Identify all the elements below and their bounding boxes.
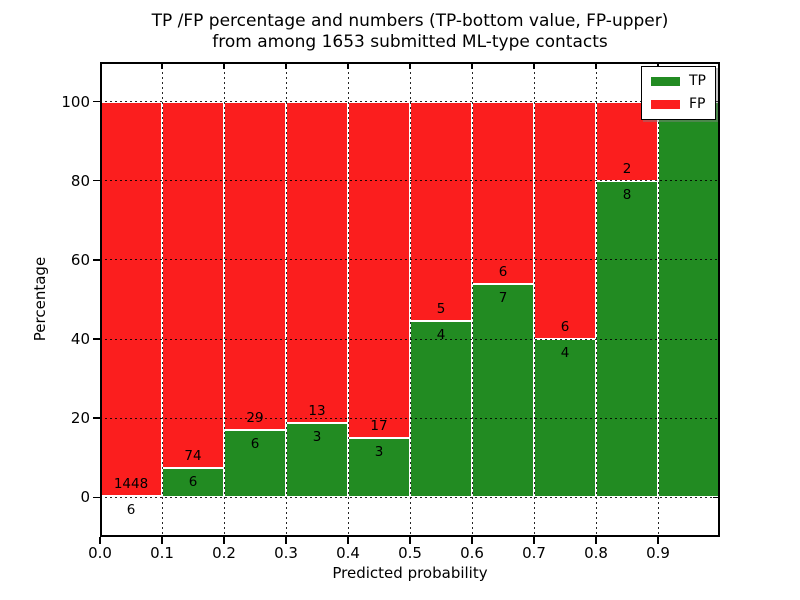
tp-count-label: 4 (560, 345, 570, 362)
y-tick (93, 338, 100, 340)
x-tick (533, 537, 535, 544)
x-tick (99, 537, 101, 544)
legend-label-tp: TP (689, 73, 706, 89)
fp-count-label: 29 (246, 409, 264, 426)
fp-count-label: 5 (436, 301, 446, 318)
x-tick-label: 0.5 (398, 544, 422, 562)
tp-count-label: 7 (498, 290, 508, 307)
tp-count-label: 4 (436, 327, 446, 344)
x-tick (471, 537, 473, 544)
x-tick-label: 0.8 (584, 544, 608, 562)
x-tick-label: 0.0 (88, 544, 112, 562)
gridline-vertical (161, 62, 163, 537)
fp-count-label: 17 (370, 418, 388, 435)
y-axis-label: Percentage (31, 256, 49, 342)
x-tick (347, 537, 349, 544)
x-tick-label: 0.6 (460, 544, 484, 562)
gridline-horizontal (100, 496, 720, 498)
bar-tp-segment (410, 321, 472, 498)
y-tick (93, 179, 100, 182)
x-tick-label: 0.9 (646, 544, 670, 562)
gridline-vertical (595, 62, 597, 537)
y-tick (93, 496, 100, 499)
fp-count-label: 74 (184, 447, 202, 464)
gridline-vertical (347, 62, 349, 537)
bar-fp-segment (410, 101, 472, 322)
x-tick (161, 537, 163, 544)
gridline-vertical (533, 62, 535, 537)
y-tick-label: 0 (80, 488, 90, 507)
bar-fp-segment (534, 101, 596, 340)
gridline-vertical (657, 62, 659, 537)
bar-fp-segment (472, 101, 534, 285)
x-tick-label: 0.2 (212, 544, 236, 562)
gridline-vertical (409, 62, 411, 537)
gridline-horizontal (100, 338, 720, 340)
legend-row-fp: FP (651, 97, 706, 112)
x-tick (285, 537, 287, 544)
gridline-horizontal (100, 259, 720, 261)
bar-fp-segment (162, 101, 224, 468)
grid-layer (100, 62, 720, 537)
fp-count-label: 6 (560, 319, 570, 336)
gridline-vertical (471, 62, 473, 537)
gridline-vertical (223, 62, 225, 537)
y-tick (93, 100, 100, 103)
plot-area: 14486746296133173546764286 TP FP (100, 62, 720, 537)
y-tick-label: 80 (70, 171, 90, 190)
tp-count-label: 3 (312, 429, 322, 446)
chart-title-line2: from among 1653 submitted ML-type contac… (212, 32, 608, 52)
x-tick (595, 537, 597, 544)
tp-count-label: 8 (622, 186, 632, 203)
tp-count-label: 6 (126, 501, 136, 518)
gridline-horizontal (100, 101, 720, 103)
legend-label-fp: FP (689, 96, 706, 112)
y-tick-label: 100 (61, 92, 90, 111)
bar-fp-segment (348, 101, 410, 439)
bar-tp-segment (472, 284, 534, 498)
fp-count-label: 2 (622, 160, 632, 177)
bar-tp-segment (286, 423, 348, 498)
y-tick-label: 40 (70, 330, 90, 349)
bar-labels-layer: 14486746296133173546764286 (100, 62, 720, 537)
legend-swatch-fp-icon (651, 100, 680, 109)
gridline-horizontal (100, 417, 720, 419)
x-tick-label: 0.1 (150, 544, 174, 562)
fp-count-label: 6 (498, 264, 508, 281)
bar-tp-segment (348, 438, 410, 498)
tp-count-label: 6 (250, 435, 260, 452)
bar-fp-segment (286, 101, 348, 424)
y-tick (93, 417, 100, 419)
fp-count-label: 13 (308, 403, 326, 420)
chart-title-line1: TP /FP percentage and numbers (TP-bottom… (151, 11, 669, 31)
x-axis-label: Predicted probability (332, 564, 488, 582)
y-tick (93, 259, 100, 261)
x-tick-label: 0.4 (336, 544, 360, 562)
legend-row-tp: TP (651, 74, 706, 89)
gridline-vertical (285, 62, 287, 537)
gridline-horizontal (100, 180, 720, 182)
tp-count-label: 3 (374, 444, 384, 461)
x-tick (409, 537, 411, 544)
bar-tp-segment (658, 101, 720, 498)
x-tick (223, 537, 225, 544)
y-tick-label: 60 (70, 250, 90, 269)
x-tick (657, 537, 659, 544)
x-tick-label: 0.3 (274, 544, 298, 562)
legend-swatch-tp-icon (651, 77, 680, 86)
fp-count-label: 1448 (113, 475, 149, 492)
tp-count-label: 6 (188, 473, 198, 490)
x-tick-label: 0.7 (522, 544, 546, 562)
y-tick-label: 20 (70, 409, 90, 428)
legend: TP FP (641, 66, 716, 120)
